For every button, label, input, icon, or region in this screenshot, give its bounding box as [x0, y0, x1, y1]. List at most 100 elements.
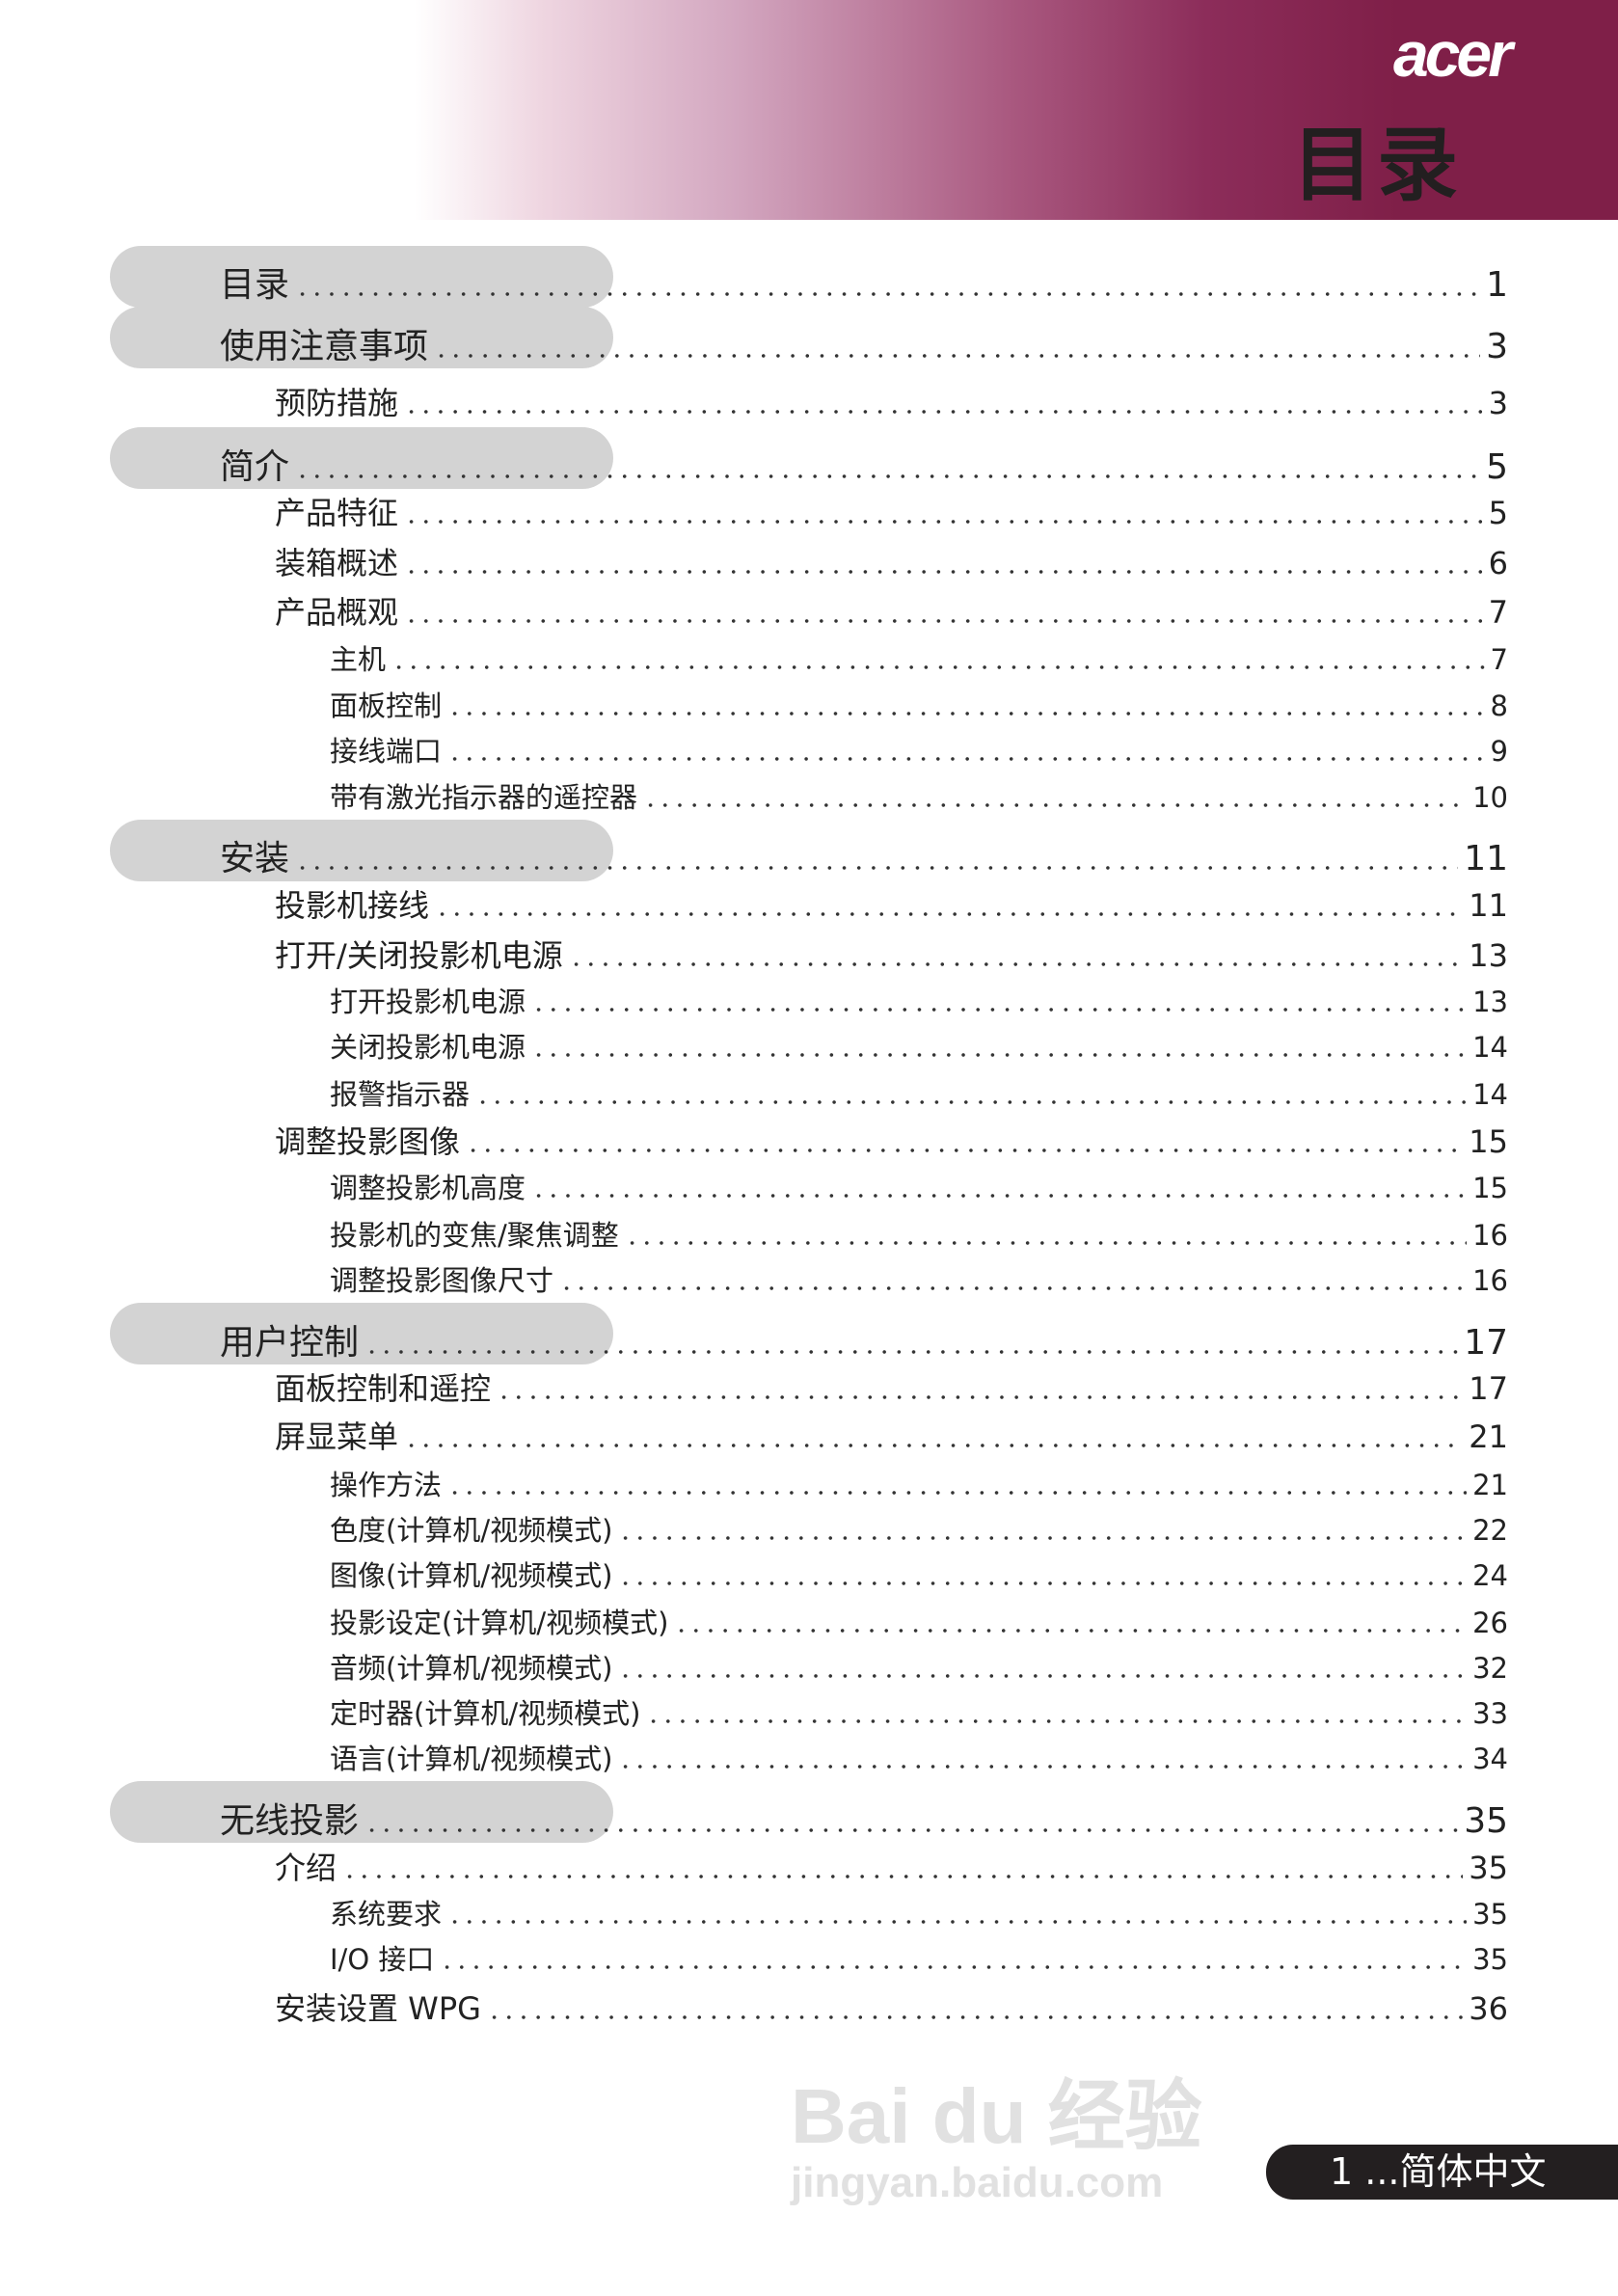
toc-page-number: 5 — [1488, 495, 1508, 532]
toc-label: 操作方法 — [330, 1469, 443, 1502]
section-pill — [110, 1781, 613, 1844]
dot-leader — [295, 473, 1481, 478]
toc-page-number: 16 — [1472, 1218, 1508, 1252]
toc-entry[interactable]: 语言(计算机/视频模式) 34 — [330, 1737, 1508, 1777]
toc-page-number: 8 — [1490, 689, 1508, 723]
toc-page-number: 5 — [1486, 446, 1508, 487]
toc-entry[interactable]: 主机 7 — [330, 637, 1508, 678]
dot-leader — [643, 802, 1468, 807]
toc-label: 无线投影 — [220, 1801, 360, 1842]
page-title: 目录 — [1292, 118, 1463, 212]
toc-entry[interactable]: 报警指示器 14 — [330, 1072, 1508, 1113]
section-pill — [110, 307, 613, 369]
dot-leader — [618, 1581, 1468, 1586]
toc-entry[interactable]: I/O 接口 35 — [330, 1937, 1508, 1978]
toc-page-number: 10 — [1472, 780, 1508, 814]
dot-leader — [531, 1194, 1468, 1198]
toc-entry[interactable]: 调整投影图像尺寸 16 — [330, 1258, 1508, 1299]
toc-entry[interactable]: 投影机接线 11 — [275, 881, 1508, 926]
toc-entry[interactable]: 调整投影机高度 15 — [330, 1166, 1508, 1206]
toc-entry[interactable]: 用户控制 17 — [220, 1314, 1508, 1364]
dot-leader — [559, 1285, 1468, 1290]
toc-label: 介绍 — [275, 1849, 337, 1886]
toc-page-number: 21 — [1472, 1469, 1508, 1502]
toc-entry[interactable]: 面板控制和遥控 17 — [275, 1364, 1508, 1409]
toc-entry[interactable]: 系统要求 35 — [330, 1892, 1508, 1932]
section-pill — [110, 1302, 613, 1364]
toc-page-number: 15 — [1472, 1172, 1508, 1204]
toc-entry[interactable]: 装箱概述 6 — [275, 539, 1508, 583]
toc-entry[interactable]: 投影机的变焦/聚焦调整 16 — [330, 1213, 1508, 1254]
footer-page-tab: 1 ...简体中文 — [1266, 2145, 1618, 2200]
toc-entry[interactable]: 接线端口 9 — [330, 729, 1508, 770]
toc-label: 产品特征 — [275, 495, 399, 532]
toc-page-number: 7 — [1488, 594, 1508, 632]
toc-entry[interactable]: 目录 1 — [220, 257, 1508, 307]
toc-entry[interactable]: 定时器(计算机/视频模式) 33 — [330, 1691, 1508, 1732]
dot-leader — [404, 410, 1483, 415]
toc-page-number: 35 — [1469, 1849, 1508, 1886]
toc-entry[interactable]: 面板控制 8 — [330, 684, 1508, 724]
toc-entry[interactable]: 打开/关闭投影机电源 13 — [275, 932, 1508, 976]
toc-page-number: 6 — [1488, 544, 1508, 581]
toc-entry[interactable]: 使用注意事项 3 — [220, 318, 1508, 368]
toc-page-number: 7 — [1490, 642, 1508, 676]
dot-leader — [435, 912, 1464, 917]
toc-page-number: 22 — [1472, 1514, 1508, 1548]
toc-entry[interactable]: 安装设置 WPG 36 — [275, 1985, 1508, 2029]
dot-leader — [531, 1008, 1468, 1013]
toc-label: 用户控制 — [220, 1322, 360, 1363]
toc-label: 投影机接线 — [275, 887, 430, 925]
dot-leader — [447, 712, 1485, 716]
toc-label: 屏显菜单 — [275, 1418, 399, 1456]
toc-label: 主机 — [330, 642, 387, 676]
dot-leader — [342, 1874, 1464, 1878]
dot-leader — [404, 619, 1483, 624]
toc-label: 面板控制和遥控 — [275, 1370, 492, 1408]
toc-entry[interactable]: 调整投影图像 15 — [275, 1118, 1508, 1162]
toc-entry[interactable]: 图像(计算机/视频模式) 24 — [330, 1553, 1508, 1594]
toc-entry[interactable]: 产品特征 5 — [275, 489, 1508, 533]
toc-label: 投影设定(计算机/视频模式) — [330, 1607, 669, 1640]
toc-entry[interactable]: 介绍 35 — [275, 1844, 1508, 1888]
toc-label: 目录 — [220, 265, 290, 306]
toc-label: 产品概观 — [275, 594, 399, 632]
toc-label: I/O 接口 — [330, 1943, 435, 1977]
dot-leader — [475, 1099, 1468, 1104]
dot-leader — [364, 1349, 1459, 1354]
toc-entry[interactable]: 预防措施 3 — [275, 379, 1508, 423]
dot-leader — [404, 1444, 1464, 1448]
toc-entry[interactable]: 无线投影 35 — [220, 1793, 1508, 1843]
toc-entry[interactable]: 屏显菜单 21 — [275, 1413, 1508, 1457]
toc-entry[interactable]: 打开投影机电源 13 — [330, 980, 1508, 1020]
dot-leader — [364, 1828, 1459, 1833]
dot-leader — [404, 569, 1483, 574]
toc-page-number: 21 — [1469, 1418, 1508, 1456]
dot-leader — [404, 520, 1483, 525]
dot-leader — [568, 961, 1464, 966]
toc-entry[interactable]: 安装 11 — [220, 830, 1508, 880]
toc-entry[interactable]: 音频(计算机/视频模式) 32 — [330, 1646, 1508, 1687]
toc-label: 安装设置 WPG — [275, 1989, 481, 2027]
toc-entry[interactable]: 色度(计算机/视频模式) 22 — [330, 1508, 1508, 1549]
dot-leader — [618, 1536, 1468, 1541]
dot-leader — [674, 1629, 1468, 1634]
toc-label: 图像(计算机/视频模式) — [330, 1559, 613, 1593]
acer-logo: acer — [1393, 18, 1513, 90]
toc-page-number: 3 — [1486, 326, 1508, 366]
toc-page-number: 13 — [1469, 936, 1508, 974]
toc-entry[interactable]: 简介 5 — [220, 439, 1508, 489]
dot-leader — [391, 664, 1485, 669]
toc-label: 使用注意事项 — [220, 326, 429, 366]
toc-entry[interactable]: 关闭投影机电源 14 — [330, 1025, 1508, 1066]
toc-entry[interactable]: 投影设定(计算机/视频模式) 26 — [330, 1601, 1508, 1641]
toc-entry[interactable]: 带有激光指示器的遥控器 10 — [330, 775, 1508, 816]
toc-page-number: 33 — [1472, 1697, 1508, 1731]
toc-page-number: 26 — [1472, 1607, 1508, 1640]
section-pill — [110, 245, 613, 308]
dot-leader — [497, 1395, 1464, 1400]
toc-page-number: 9 — [1490, 735, 1508, 769]
toc-entry[interactable]: 产品概观 7 — [275, 588, 1508, 633]
toc-page-number: 17 — [1469, 1370, 1508, 1408]
toc-entry[interactable]: 操作方法 21 — [330, 1463, 1508, 1503]
